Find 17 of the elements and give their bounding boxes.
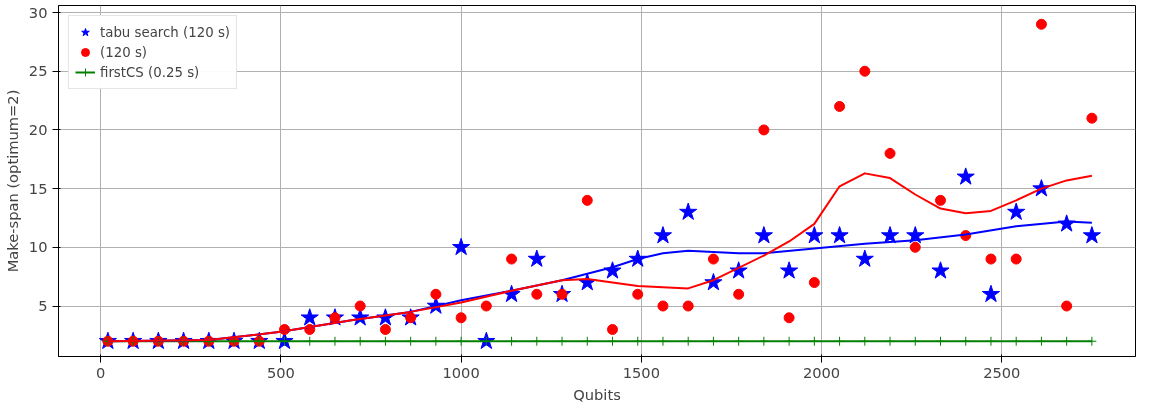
y-tick-label: 5 bbox=[38, 297, 48, 315]
y-tick-label: 30 bbox=[28, 3, 48, 21]
x-tick-label: 1000 bbox=[442, 363, 480, 381]
x-tick-label: 2500 bbox=[983, 363, 1021, 381]
legend-label: (120 s) bbox=[100, 44, 148, 60]
y-tick-label: 15 bbox=[28, 179, 48, 197]
x-tick-label: 1500 bbox=[622, 363, 660, 381]
y-axis-title: Make-span (optimum=2) bbox=[3, 89, 21, 273]
x-tick-label: 500 bbox=[266, 363, 295, 381]
x-tick-label: 2000 bbox=[802, 363, 841, 381]
y-tick-label: 10 bbox=[28, 238, 48, 256]
legend-label: firstCS (0.25 s) bbox=[100, 64, 200, 80]
legend-label: tabu search (120 s) bbox=[100, 24, 231, 40]
y-tick-label: 20 bbox=[28, 120, 48, 138]
x-tick-label: 0 bbox=[96, 363, 106, 381]
x-axis-title: Qubits bbox=[573, 385, 621, 403]
y-tick-label: 25 bbox=[28, 62, 48, 80]
